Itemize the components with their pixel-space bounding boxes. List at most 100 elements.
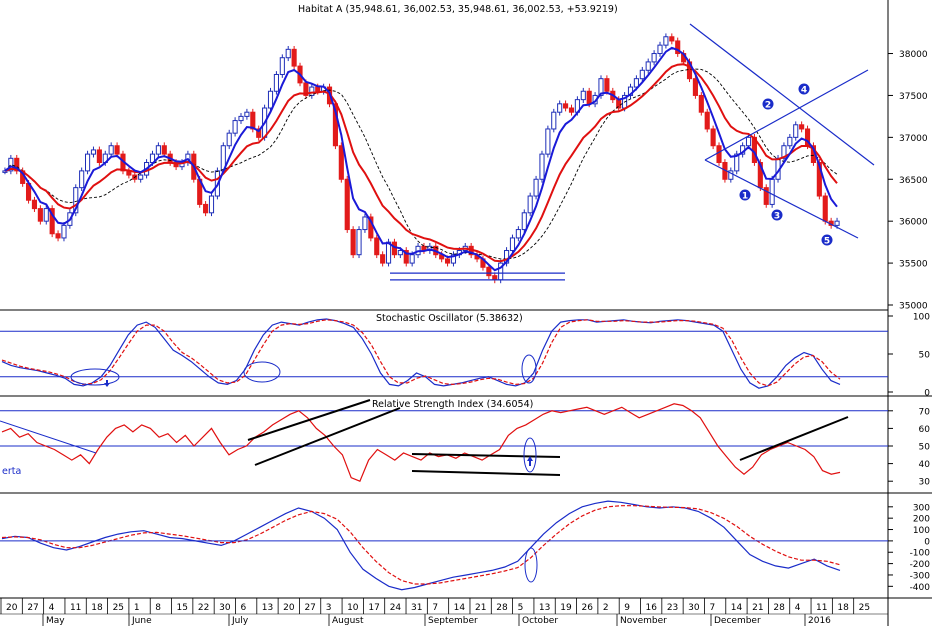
x-month-label: November bbox=[620, 616, 667, 626]
ma-blue-line bbox=[4, 46, 838, 272]
candle bbox=[568, 107, 575, 113]
candle bbox=[49, 208, 55, 235]
x-axis: 20 27 4 11 18 25 1 8 15 22 30 6 13 20 27 3 10 17 24 31 7 14 21… bbox=[0, 598, 888, 626]
rsi-circle-oct bbox=[523, 437, 537, 473]
x-day-label: 5 bbox=[518, 603, 524, 613]
oscillator-series-line bbox=[1, 500, 841, 591]
stoch-arrow bbox=[104, 380, 110, 387]
candle bbox=[380, 254, 386, 264]
x-month-label: 2016 bbox=[808, 616, 831, 626]
candle bbox=[492, 275, 498, 281]
candle bbox=[545, 128, 551, 155]
candle bbox=[586, 90, 592, 105]
candle bbox=[533, 178, 539, 197]
candle bbox=[527, 195, 533, 214]
candle bbox=[486, 266, 492, 277]
candle bbox=[73, 187, 79, 214]
rsi-legend-fragment: erta bbox=[2, 466, 21, 477]
candle bbox=[85, 153, 91, 172]
x-day-label: 11 bbox=[70, 603, 81, 613]
oscillator-tick-label: 70 bbox=[919, 407, 931, 417]
x-month-label: September bbox=[428, 616, 478, 626]
candle bbox=[350, 229, 356, 256]
candle bbox=[344, 178, 350, 231]
x-day-label: 30 bbox=[219, 603, 231, 613]
x-day-label: 28 bbox=[773, 603, 785, 613]
x-day-label: 25 bbox=[113, 603, 124, 613]
candle bbox=[114, 145, 120, 155]
x-day-label: 8 bbox=[155, 603, 161, 613]
candle bbox=[403, 250, 409, 264]
candle bbox=[285, 48, 291, 59]
wave-label-text: 1 bbox=[742, 192, 748, 202]
price-tick-label: 37000 bbox=[899, 134, 928, 144]
x-day-label: 6 bbox=[240, 603, 246, 613]
x-month-label: August bbox=[332, 616, 364, 626]
candle bbox=[509, 237, 516, 252]
price-tick-label: 36500 bbox=[899, 176, 928, 186]
candle bbox=[279, 57, 285, 75]
x-day-label: 22 bbox=[198, 603, 209, 613]
candle bbox=[244, 111, 250, 117]
x-day-label: 18 bbox=[91, 603, 103, 613]
wave-label-text: 4 bbox=[801, 86, 807, 96]
x-day-label: 21 bbox=[475, 603, 486, 613]
x-day-label: 7 bbox=[432, 603, 438, 613]
channel-top-line bbox=[689, 23, 875, 166]
x-day-label: 15 bbox=[177, 603, 188, 613]
rsi-channel-upper bbox=[411, 453, 561, 458]
oscillator-tick-label: 30 bbox=[919, 478, 931, 488]
candle bbox=[273, 73, 279, 92]
x-day-label: 14 bbox=[454, 603, 466, 613]
price-tick-label: 35500 bbox=[899, 260, 928, 270]
candle bbox=[645, 61, 651, 71]
candle bbox=[710, 128, 716, 147]
wave-label-badge bbox=[821, 234, 833, 246]
x-day-label: 18 bbox=[837, 603, 849, 613]
candle bbox=[303, 82, 309, 96]
x-day-label: 4 bbox=[795, 603, 801, 613]
macd-circle-oct bbox=[524, 547, 538, 583]
candle bbox=[208, 195, 215, 214]
candle bbox=[138, 174, 144, 180]
wave-label-text: 3 bbox=[774, 212, 780, 222]
x-day-label: 13 bbox=[539, 603, 550, 613]
oscillator-series-line bbox=[1, 318, 841, 389]
stochastic-panel: 100 50 0 bbox=[0, 313, 930, 399]
candle bbox=[580, 90, 586, 101]
candle bbox=[728, 170, 734, 180]
x-day-label: 16 bbox=[646, 603, 658, 613]
x-day-label: 19 bbox=[560, 603, 572, 613]
x-day-label: 2 bbox=[603, 603, 609, 613]
candle bbox=[397, 250, 403, 256]
candle bbox=[250, 111, 256, 130]
oscillator-series-line bbox=[1, 505, 841, 585]
candle bbox=[669, 36, 675, 42]
x-day-label: 10 bbox=[347, 603, 359, 613]
candle bbox=[698, 94, 704, 113]
candle bbox=[734, 153, 740, 172]
candle bbox=[663, 36, 669, 46]
candle bbox=[616, 99, 622, 109]
candle bbox=[781, 145, 787, 159]
candle bbox=[704, 111, 710, 130]
candle bbox=[515, 229, 521, 239]
oscillator-series-line bbox=[1, 319, 841, 387]
candle bbox=[362, 216, 368, 231]
candle bbox=[769, 178, 775, 205]
candle bbox=[256, 128, 262, 138]
wave-label-badge bbox=[762, 98, 774, 110]
rsi-panel: 70 60 50 40 30 bbox=[0, 399, 931, 488]
oscillator-tick-label: 300 bbox=[913, 503, 930, 513]
candle bbox=[374, 237, 380, 256]
candle bbox=[539, 153, 545, 180]
wave-label-text: 5 bbox=[824, 237, 830, 247]
oscillator-tick-label: 50 bbox=[919, 351, 931, 361]
candle bbox=[557, 103, 563, 113]
oscillator-series-line bbox=[1, 403, 841, 482]
price-tick-label: 36000 bbox=[899, 218, 928, 228]
candle bbox=[450, 254, 457, 264]
price-moving-averages bbox=[4, 46, 838, 272]
